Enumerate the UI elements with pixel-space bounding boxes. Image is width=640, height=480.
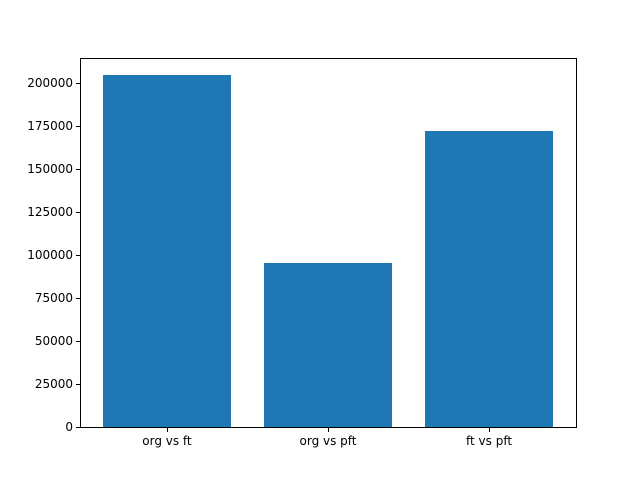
y-tick-label-150000: 150000 [27, 162, 73, 177]
y-tick-label-125000: 125000 [27, 205, 73, 220]
y-tick-label-175000: 175000 [27, 119, 73, 134]
y-tick-mark-150000 [76, 168, 80, 170]
bar-org-vs-pft [263, 262, 393, 428]
y-tick-mark-175000 [76, 125, 80, 127]
axis-spine-left [79, 57, 81, 429]
y-tick-label-25000: 25000 [34, 377, 73, 392]
x-tick-label-ft-vs-pft: ft vs pft [466, 433, 513, 448]
y-tick-label-75000: 75000 [34, 291, 73, 306]
y-tick-mark-125000 [76, 211, 80, 213]
y-tick-mark-75000 [76, 297, 80, 299]
y-tick-mark-50000 [76, 340, 80, 342]
axis-spine-right [575, 57, 577, 429]
y-tick-mark-25000 [76, 383, 80, 385]
axis-spine-bottom [79, 427, 577, 429]
y-tick-label-200000: 200000 [27, 76, 73, 91]
axis-spine-top [79, 57, 577, 59]
y-tick-label-0: 0 [65, 420, 73, 435]
y-tick-label-50000: 50000 [34, 334, 73, 349]
y-tick-label-100000: 100000 [27, 248, 73, 263]
y-tick-mark-100000 [76, 254, 80, 256]
bar-ft-vs-pft [424, 130, 554, 428]
x-tick-label-org-vs-pft: org vs pft [299, 433, 357, 448]
x-tick-label-org-vs-ft: org vs ft [142, 433, 192, 448]
x-tick-mark-ft-vs-pft [489, 428, 491, 432]
x-tick-mark-org-vs-pft [328, 428, 329, 432]
y-tick-mark-200000 [76, 82, 80, 84]
x-tick-mark-org-vs-ft [166, 428, 168, 432]
y-tick-mark-0 [76, 426, 80, 428]
bar-org-vs-ft [102, 75, 232, 428]
